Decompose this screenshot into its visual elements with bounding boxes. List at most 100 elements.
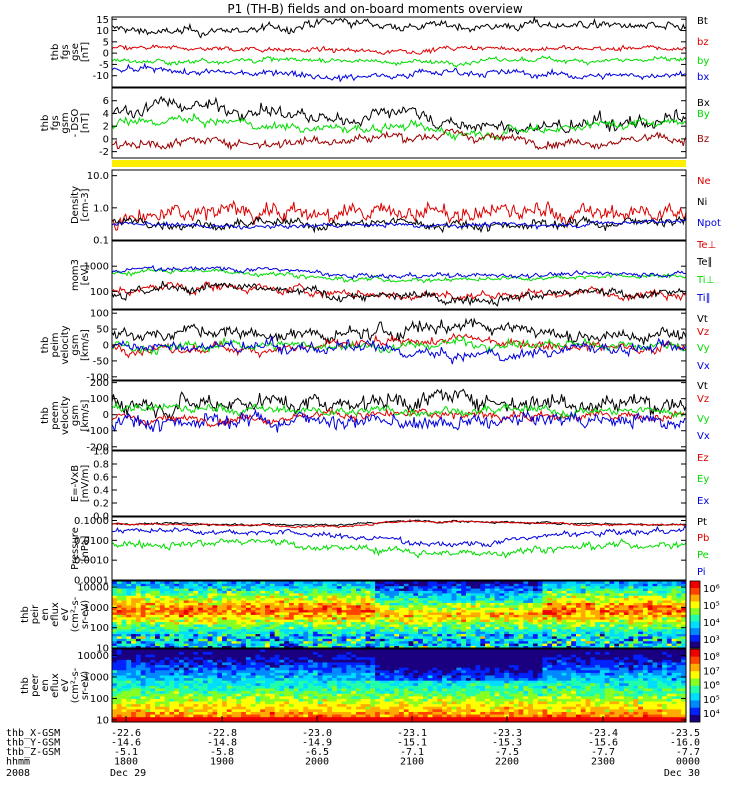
y-axis-label: sr-eV) bbox=[80, 600, 91, 629]
legend-Pb: Pb bbox=[697, 533, 709, 544]
panel-8: 0.1000 0.0100 0.0010 0.0001 Pressure [nPa] Pt P… bbox=[70, 516, 709, 587]
y-tick-label: -5 bbox=[99, 60, 109, 71]
y-axis-label: eflux bbox=[50, 602, 61, 627]
y-axis-label: thb bbox=[40, 115, 51, 132]
panel-frame bbox=[111, 648, 687, 723]
time-axis-value: -23.4 bbox=[588, 728, 618, 739]
panel-4: 1000 100 mom3 [eV] Te⊥ Te∥ Ti⊥ Ti∥ bbox=[70, 240, 716, 310]
figure-title: P1 (TH-B) fields and on-board moments ov… bbox=[227, 2, 523, 16]
legend-Vx: Vx bbox=[697, 361, 710, 372]
colorbar-tick: 10⁵ bbox=[703, 601, 720, 612]
legend-Ti∥: Ti∥ bbox=[696, 293, 711, 304]
y-axis-label: [km/s] bbox=[80, 399, 91, 431]
legend-Ne: Ne bbox=[697, 176, 711, 187]
y-tick-label: 0.0 bbox=[93, 512, 109, 523]
legend-bz: bz bbox=[697, 37, 709, 48]
y-axis-label: [nPa] bbox=[80, 535, 91, 561]
time-axis-value: -23.1 bbox=[397, 728, 427, 739]
panel-frame bbox=[111, 87, 687, 159]
time-axis-row-label: thb_X-GSM bbox=[6, 728, 60, 739]
time-axis-value: -15.6 bbox=[588, 738, 618, 749]
series-line-Pb bbox=[111, 519, 687, 529]
time-axis-value: -22.8 bbox=[207, 728, 237, 739]
y-axis-label: thb bbox=[50, 44, 61, 61]
y-tick-label: 100 bbox=[90, 309, 109, 320]
series-line-Bt bbox=[111, 15, 687, 39]
time-axis-value: -14.6 bbox=[111, 738, 141, 749]
legend-Ez: Ez bbox=[697, 453, 709, 464]
panel-frame bbox=[111, 450, 687, 517]
y-tick-label: 5 bbox=[103, 37, 109, 48]
colorbar-tick: 10⁶ bbox=[703, 584, 720, 595]
series-line-Te⊥ bbox=[111, 281, 687, 302]
y-axis-label: peir bbox=[30, 604, 41, 624]
colorbar-tick: 10⁴ bbox=[703, 709, 720, 720]
y-tick-label: 0 bbox=[103, 410, 109, 421]
y-tick-label: -10 bbox=[93, 71, 109, 82]
y-axis-label: thb bbox=[20, 606, 31, 623]
panel-3: 10.0 1.0 0.1 Density [cm-3] Ne Ni Npot bbox=[70, 169, 721, 247]
series-line-Ne bbox=[111, 199, 687, 231]
y-tick-label: 1000 bbox=[84, 672, 109, 683]
legend-Vz: Vz bbox=[697, 327, 709, 338]
colorbar-tick: 10⁵ bbox=[703, 695, 720, 706]
y-tick-label: 10.0 bbox=[87, 171, 109, 182]
y-axis-label: peer bbox=[30, 673, 41, 697]
date-start: Dec 29 bbox=[110, 768, 146, 779]
y-axis-label: mom3 bbox=[70, 259, 81, 291]
y-tick-label: 1.0 bbox=[93, 447, 109, 458]
y-tick-label: 0 bbox=[103, 341, 109, 352]
time-axis-value: -7.7 bbox=[591, 747, 615, 758]
y-axis-label: fgs bbox=[50, 115, 61, 130]
series-line-Vy bbox=[111, 400, 687, 420]
colorbar: 10⁶ 10⁵ 10⁴ 10³ bbox=[689, 580, 720, 649]
y-axis-label: gse bbox=[70, 43, 81, 61]
y-axis-label: thb bbox=[40, 407, 51, 424]
time-axis-footer: thb_X-GSM -22.6 -22.8 -23.0 -23.1 -23.3 -23.4-… bbox=[6, 728, 700, 779]
colorbar-tick: 10⁸ bbox=[703, 652, 720, 663]
y-tick-label: 0.1 bbox=[93, 236, 109, 247]
panel-9: 10⁶ 10⁵ 10⁴ 10³ 10000 1000 100 10 thb peir en eflux… bbox=[20, 580, 720, 655]
time-axis-value: -6.5 bbox=[305, 747, 329, 758]
y-axis-label: gsm bbox=[70, 405, 81, 426]
time-axis-value: -14.8 bbox=[207, 738, 237, 749]
y-tick-label: 200 bbox=[90, 378, 109, 389]
time-axis-value: 2300 bbox=[591, 757, 615, 768]
time-axis-value: -23.0 bbox=[302, 728, 332, 739]
y-tick-label: 0 bbox=[103, 134, 109, 145]
legend-Bx: Bx bbox=[697, 98, 710, 109]
time-axis-value: -16.0 bbox=[670, 738, 700, 749]
y-axis-label: eV bbox=[60, 679, 71, 692]
series-line-Bz bbox=[111, 128, 687, 151]
y-tick-label: 15 bbox=[96, 15, 109, 26]
y-tick-label: 100 bbox=[90, 694, 109, 705]
panel-frame bbox=[111, 240, 687, 310]
legend-by: by bbox=[697, 56, 709, 67]
time-axis-row-label: thb_Z-GSM bbox=[6, 747, 60, 758]
y-axis-label: [km/s] bbox=[80, 329, 91, 361]
y-axis-label: (cm²-s- bbox=[70, 596, 81, 632]
y-tick-label: 10 bbox=[96, 26, 109, 37]
legend-Vy: Vy bbox=[697, 343, 710, 354]
y-tick-label: -100 bbox=[86, 372, 109, 383]
y-axis-label: eflux bbox=[50, 673, 61, 698]
y-axis-label: [eV] bbox=[80, 265, 91, 286]
time-axis-value: 1900 bbox=[210, 757, 234, 768]
series-line-Vx bbox=[111, 408, 687, 433]
time-axis-value: 0000 bbox=[676, 757, 700, 768]
y-tick-label: 10000 bbox=[77, 583, 109, 594]
y-axis-label: E=-VxB bbox=[70, 465, 81, 502]
y-tick-label: -2 bbox=[99, 147, 109, 158]
time-axis-value: -23.5 bbox=[670, 728, 700, 739]
y-tick-label: 1000 bbox=[84, 603, 109, 614]
legend-Pe: Pe bbox=[697, 550, 709, 561]
y-tick-label: 100 bbox=[90, 623, 109, 634]
year-label: 2008 bbox=[6, 768, 30, 779]
y-tick-label: 10 bbox=[96, 644, 109, 655]
series-line-Vt bbox=[111, 388, 687, 422]
y-axis-label: en bbox=[40, 679, 51, 692]
time-axis-row-label: hhmm bbox=[6, 757, 30, 768]
y-tick-label: 0.0010 bbox=[74, 556, 109, 567]
panel-10: 10⁸ 10⁷ 10⁶ 10⁵ 10⁴ 10000 1000 100 10 thb peer en ef… bbox=[20, 648, 720, 726]
time-axis-value: 2200 bbox=[495, 757, 519, 768]
